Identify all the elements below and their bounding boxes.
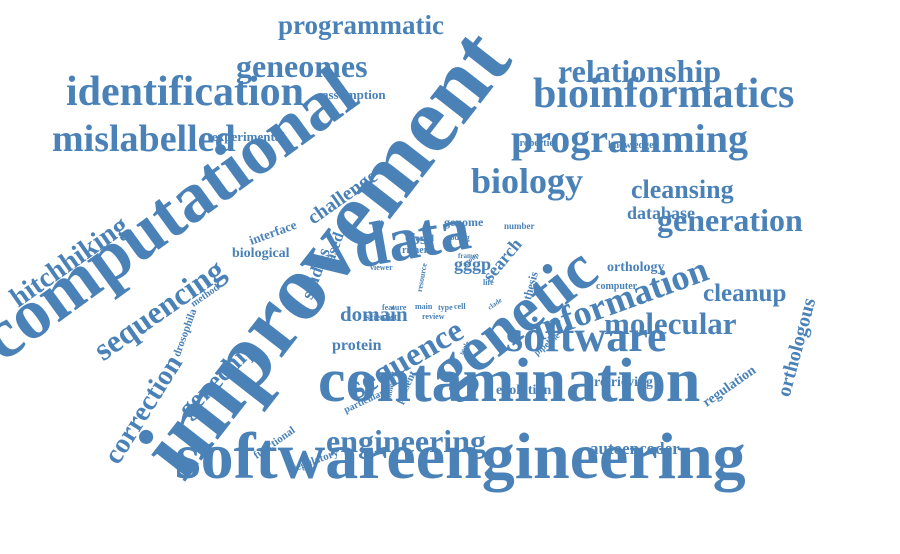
cloud-word: review [422,311,445,321]
cloud-word: genome [444,214,484,229]
cloud-word: properties [514,138,558,150]
cloud-word: coding [447,232,470,242]
cloud-word: frame [458,251,476,260]
cloud-word: relationship [558,53,721,90]
cloud-word: programmatic [278,9,444,40]
cloud-word: cell [454,301,466,311]
cloud-word: bioinformatics [533,71,795,118]
cloud-word: main [415,301,433,311]
cloud-word: orthology [607,260,665,276]
cloud-word: several [407,232,434,243]
cloud-word: molecular [604,305,737,341]
cloud-word: scientist [366,311,397,322]
cloud-word: computer [596,281,638,293]
cloud-word: contamination [318,346,701,415]
cloud-word: generation [657,202,803,239]
cloud-word: type [438,302,453,312]
cloud-word: autoencoder [590,438,680,458]
cloud-word: engineering [326,423,486,460]
cloud-word: richer [402,245,429,257]
cloud-word: cleanup [703,279,787,307]
cloud-word: viewer [370,262,393,272]
cloud-word: table [381,317,394,324]
cloud-word: evolution [496,383,552,399]
cloud-word: experimental [212,128,285,144]
cloud-word: cleansing [631,174,734,204]
cloud-word: programming [511,115,749,161]
cloud-word: assumption [322,86,386,102]
cloud-word: mislabelled [52,118,236,161]
cloud-word: biology [471,160,584,201]
cloud-word: software [506,311,667,361]
cloud-word: number [504,220,535,231]
cloud-word: regulation [700,363,759,411]
cloud-word: knowledge [608,140,654,152]
cloud-word: feature [382,302,407,312]
cloud-word: orthologous [772,296,821,400]
cloud-word: softwareengineering [175,419,746,493]
cloud-word: biological [232,246,290,262]
cloud-word: retrieving [594,375,653,391]
cloud-word: identification [66,69,304,116]
cloud-word: life [483,277,494,287]
cloud-word: domain [340,301,408,326]
cloud-word: protein [332,336,382,354]
cloud-word: database [627,202,696,223]
cloud-word: geneomes [236,48,368,85]
cloud-word: gggp [454,253,492,274]
cloud-word: sbse [405,230,434,248]
